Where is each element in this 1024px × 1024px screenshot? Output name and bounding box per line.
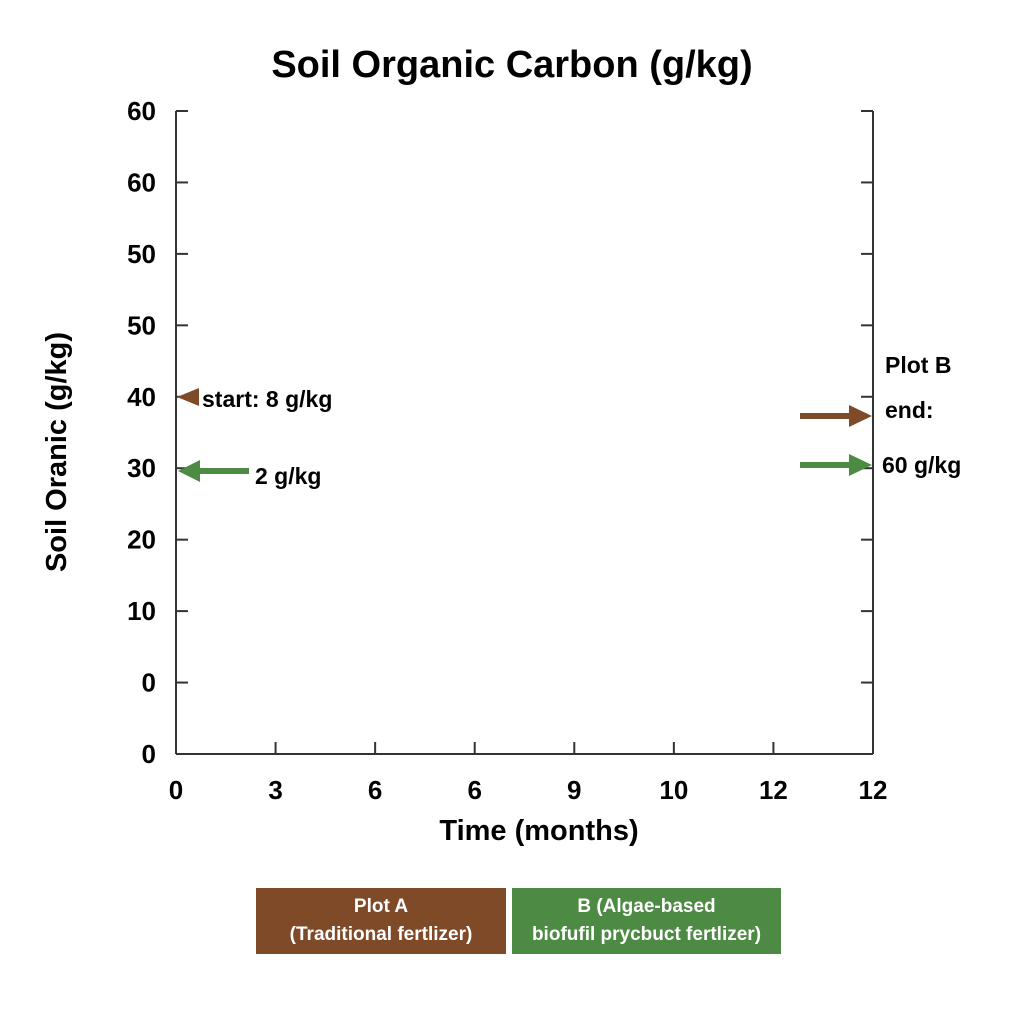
end-value-label: 60 g/kg	[882, 452, 961, 478]
y-tick-label: 50	[127, 310, 156, 340]
plot-a-start-label: start: 8 g/kg	[202, 386, 332, 412]
y-tick-label: 0	[142, 739, 156, 769]
legend-plot-a-line1: Plot A	[353, 896, 409, 917]
y-tick-label: 10	[127, 596, 156, 626]
legend-plot-b-line1: B (Algae-based	[577, 896, 716, 917]
y-axis-label: Soil Oranic (g/kg)	[41, 332, 73, 572]
x-tick-label: 6	[368, 775, 382, 805]
y-tick-label: 60	[127, 167, 156, 197]
y-tick-label: 30	[127, 453, 156, 483]
y-tick-label: 50	[127, 239, 156, 269]
x-tick-label: 0	[169, 775, 183, 805]
x-tick-label: 10	[659, 775, 688, 805]
y-tick-label: 40	[127, 382, 156, 412]
plot-b-end-arrow	[800, 454, 872, 476]
end-title: Plot B	[885, 352, 951, 378]
chart-title: Soil Organic Carbon (g/kg)	[271, 44, 752, 86]
x-axis-label: Time (months)	[439, 815, 638, 847]
plot-b-start-arrow	[178, 460, 249, 482]
legend-plot-a-line2: (Traditional fertlizer)	[289, 924, 473, 945]
plot-a-end-arrow	[800, 405, 872, 427]
x-tick-label: 3	[268, 775, 282, 805]
legend-plot-b-line2: biofufil prycbuct fertlizer)	[531, 924, 762, 945]
legend-item-plot-b: B (Algae-based biofufil prycbuct fertliz…	[512, 888, 781, 954]
x-tick-label: 6	[467, 775, 481, 805]
x-tick-label: 9	[567, 775, 581, 805]
legend-item-plot-a: Plot A (Traditional fertlizer)	[256, 888, 506, 954]
y-tick-label: 20	[127, 525, 156, 555]
x-ticks: 0 3 6 6 9 10 12 12	[169, 742, 888, 805]
plot-b-start-label: 2 g/kg	[255, 463, 321, 489]
y-tick-label: 0	[142, 668, 156, 698]
y-ticks: 0 0 10 20 30 40 50 50 60 60	[127, 96, 873, 769]
end-label: end:	[885, 397, 934, 423]
x-tick-label: 12	[859, 775, 888, 805]
x-tick-label: 12	[759, 775, 788, 805]
y-tick-label: 60	[127, 96, 156, 126]
plot-a-start-marker	[177, 388, 199, 406]
